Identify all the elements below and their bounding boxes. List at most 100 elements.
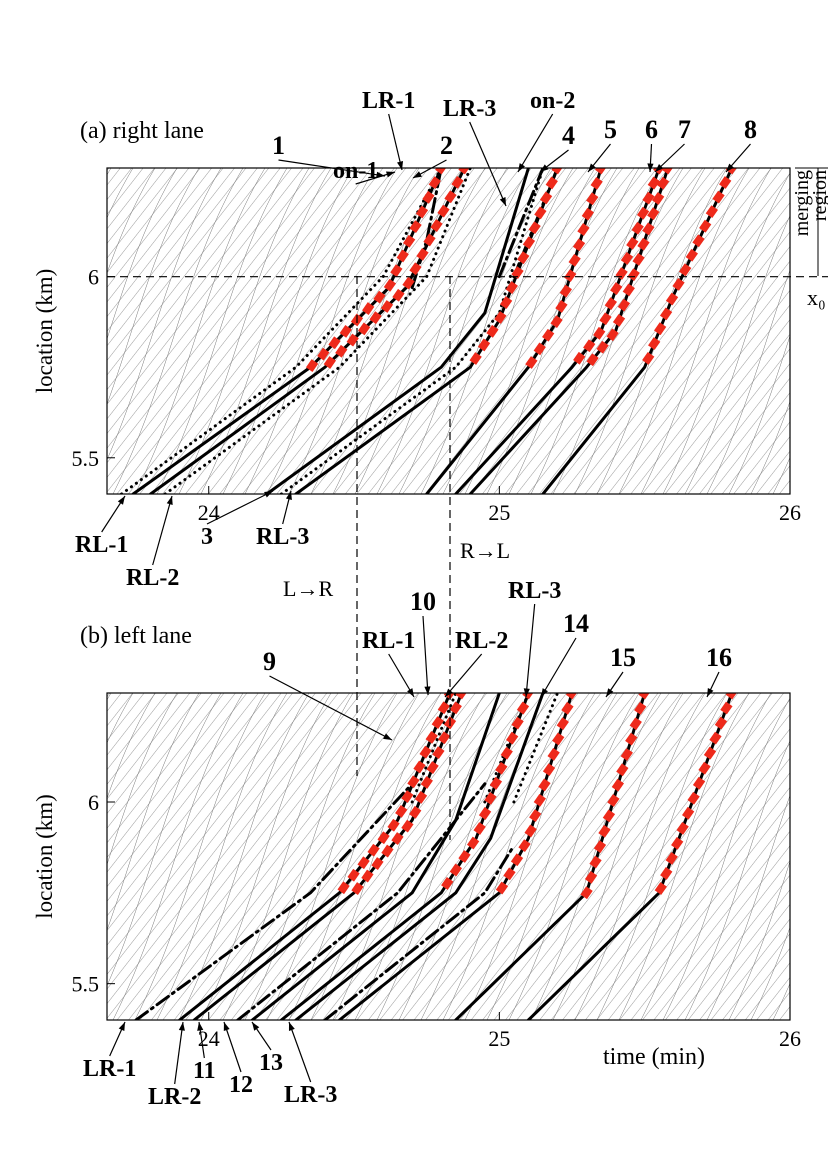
marker-10 [449,701,462,715]
marker-10 [414,791,428,804]
marker-12 [458,850,471,863]
marker-8 [712,190,725,204]
marker-12 [478,807,492,820]
annotation-arrowhead [518,163,525,172]
marker-8 [705,205,719,219]
marker-8 [719,176,732,189]
marker-12 [466,836,480,850]
marker-9 [437,701,451,715]
marker-9 [377,831,390,845]
annotation-arrow [206,490,274,525]
marker-1 [409,220,422,234]
marker-4 [539,191,553,205]
annotation-arrowhead [288,1022,295,1031]
marker-7 [637,237,650,251]
marker-5 [525,356,538,369]
annotation-arrowhead [523,688,530,697]
marker-4 [499,296,513,309]
marker-1 [362,302,375,315]
marker-1 [422,190,435,204]
background-trajectory [112,168,244,494]
annotation-arrowhead [707,688,714,697]
annotation-arrow [388,113,403,171]
marker-14 [533,793,546,807]
background-trajectory [107,693,134,744]
marker-8 [672,277,685,291]
background-trajectory [574,693,706,1020]
marker-7 [612,313,626,327]
annotation-label: 7 [678,115,691,144]
marker-14 [565,693,579,700]
marker-1 [373,290,386,304]
marker-1 [428,176,441,190]
background-trajectory [684,740,790,1020]
marker-2 [444,190,457,204]
series-on-1 [410,168,443,290]
background-trajectory [266,168,398,494]
background-trajectory [420,168,552,494]
marker-16 [698,761,711,775]
marker-5 [586,192,599,206]
background-trajectory [552,693,684,1020]
annotation-label: 1 [272,131,285,160]
marker-16 [681,806,695,820]
marker-5 [568,253,581,267]
annotation-label: 10 [410,587,436,616]
marker-15 [584,870,598,884]
marker-8 [699,219,712,233]
marker-6 [647,176,660,190]
marker-12 [500,746,513,760]
series-RL-1 [410,693,458,804]
marker-9 [419,745,432,759]
marker-1 [396,249,409,263]
marker-5 [594,168,608,175]
marker-5 [564,269,577,283]
marker-10 [420,776,433,789]
annotation-label: 15 [610,643,636,672]
background-trajectory [107,168,200,405]
marker-15 [611,778,625,792]
annotation-arrowhead [407,688,414,697]
annotation-label: on-2 [530,88,575,114]
marker-4 [477,338,491,352]
x-axis-label: time (min) [603,1044,705,1070]
marker-5 [590,176,603,190]
background-trajectory [107,168,178,340]
marker-10 [438,731,451,745]
marker-1 [435,168,448,175]
marker-16 [720,701,733,715]
x-tick-label: 25 [488,1026,510,1051]
x-tick-label: 25 [488,500,510,525]
marker-6 [604,297,617,311]
marker-16 [654,882,667,895]
marker-2 [369,311,382,325]
background-trajectory [112,693,244,1020]
marker-15 [580,886,593,900]
marker-4 [534,206,547,220]
marker-12 [495,761,508,775]
background-trajectory [464,693,596,1020]
annotation-arrowhead [540,164,549,172]
background-trajectory [107,693,222,987]
background-trajectory [398,168,530,494]
marker-16 [692,776,706,790]
annotation-label: 8 [744,115,757,144]
background-trajectory [107,168,156,274]
marker-9 [357,856,370,870]
marker-12 [489,776,503,790]
marker-1 [339,324,352,338]
marker-16 [671,836,684,850]
background-trajectory [244,168,376,494]
background-trajectory [464,168,596,494]
panel-title: (a) right lane [80,118,204,144]
marker-15 [616,763,629,777]
marker-10 [381,844,394,858]
marker-6 [626,236,639,250]
annotation-arrowhead [726,163,734,172]
marker-16 [687,791,700,805]
series-LR-1 [134,782,414,1020]
background-trajectory [376,168,508,494]
background-trajectory [750,926,790,1020]
